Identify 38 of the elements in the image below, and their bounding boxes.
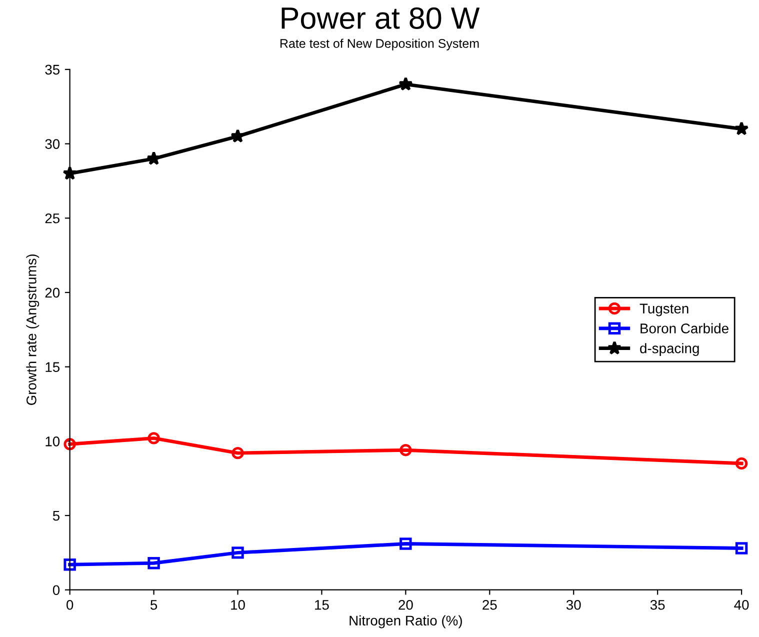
legend-label: Boron Carbide — [640, 323, 728, 334]
point — [232, 446, 244, 460]
point — [400, 538, 412, 550]
x-tick-label: 20 — [398, 600, 413, 610]
y-tick-label: 20 — [45, 288, 60, 298]
y-tick-label: 0 — [52, 585, 60, 596]
x-tick-label: 15 — [315, 600, 329, 610]
y-tick-label: 35 — [45, 64, 60, 75]
chart-title: Power at 80 W — [282, 7, 480, 29]
point — [400, 444, 412, 456]
x-tick-label: 30 — [566, 600, 581, 610]
legend-label: d-spacing — [640, 343, 699, 356]
y-tick-label: 25 — [45, 213, 60, 224]
point — [734, 121, 749, 136]
point — [148, 556, 160, 570]
point — [232, 546, 244, 559]
y-tick-label: 5 — [52, 510, 60, 521]
point — [735, 457, 748, 470]
point — [735, 542, 748, 554]
legend-label: Tugsten — [640, 304, 688, 316]
point — [64, 438, 76, 450]
y-tick-label: 15 — [46, 362, 60, 372]
y-axis-title: Growth rate (Angstrums) — [26, 254, 40, 405]
x-tick-label: 5 — [150, 600, 158, 610]
x-tick-label: 10 — [231, 600, 245, 610]
point — [146, 151, 161, 165]
chart-subtitle: Rate test of New Deposition System — [280, 38, 479, 50]
point — [398, 76, 413, 91]
x-tick-label: 40 — [734, 600, 749, 610]
point — [230, 128, 245, 143]
x-tick-label: 0 — [66, 600, 74, 610]
point — [64, 558, 76, 571]
y-tick-label: 30 — [45, 139, 60, 149]
y-tick-label: 10 — [46, 436, 60, 446]
point — [148, 432, 160, 444]
x-axis-title: Nitrogen Ratio (%) — [350, 615, 462, 628]
x-tick-label: 25 — [482, 600, 497, 610]
x-tick-label: 35 — [650, 600, 665, 610]
